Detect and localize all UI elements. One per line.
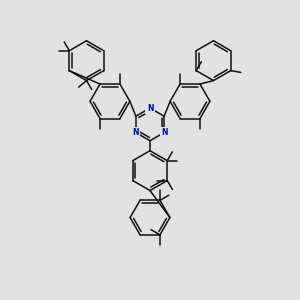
Text: N: N	[147, 103, 153, 112]
Text: N: N	[161, 128, 167, 137]
Text: N: N	[133, 128, 139, 137]
